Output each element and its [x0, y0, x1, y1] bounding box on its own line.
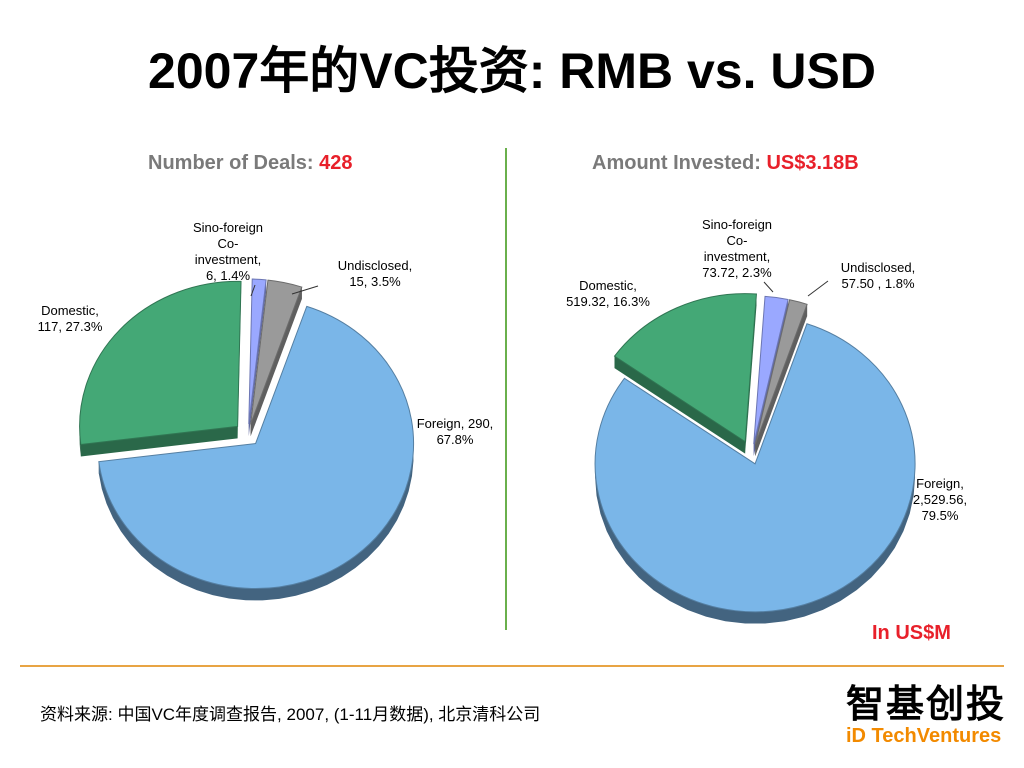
pie-0-leader-line-0 — [250, 284, 256, 297]
pie-1-slice-sino-foreign-co-investment — [753, 295, 789, 445]
pie-1-leader-line-0 — [763, 281, 774, 293]
pie-0-label-sino-foreign-co-investment: Sino-foreign Co-investment, 6, 1.4% — [193, 220, 263, 283]
source-note: 资料来源: 中国VC年度调查报告, 2007, (1-11月数据), 北京清科公… — [40, 705, 541, 724]
logo-english-text: iD TechVentures — [846, 725, 1002, 747]
pie-0-slice-domestic — [79, 280, 242, 446]
pie-0-slice-edge-domestic-0 — [80, 426, 238, 457]
pie-1-slice-undisclosed — [754, 299, 808, 445]
amount-title-prefix: Amount Invested: — [592, 152, 761, 174]
deals-pie-chart: Foreign, 290, 67.8% Domestic, 117, 27.3% Sin… — [38, 220, 494, 601]
amount-pie-chart: Foreign, 2,529.56, 79.5% Domestic, 519.32, 1… — [566, 217, 967, 624]
deals-title-prefix: Number of Deals: — [148, 152, 314, 174]
pie-1-slice-foreign — [594, 323, 916, 613]
pie-1-slice-edge-domestic-0 — [614, 356, 746, 454]
pie-0-leader-line-1 — [291, 285, 319, 295]
pie-0-slice-foreign — [98, 305, 415, 590]
pie-0-label-foreign: Foreign, 290, 67.8% — [417, 416, 494, 447]
pie-0-label-domestic: Domestic, 117, 27.3% — [38, 303, 103, 334]
pie-0-slice-sino-foreign-co-investment — [248, 278, 267, 425]
pie-1-slice-edge-undisclosed-1 — [755, 304, 808, 457]
pie-1-leader-line-1 — [807, 280, 829, 297]
amount-chart-title: Amount Invested: US$3.18B — [592, 152, 859, 175]
pie-1-slice-domestic — [613, 293, 757, 443]
amount-title-value: US$3.18B — [766, 152, 859, 174]
deals-title-value: 428 — [319, 152, 353, 174]
pie-1-label-domestic: Domestic, 519.32, 16.3% — [566, 278, 650, 309]
slide-title: 2007年的VC投资: RMB vs. USD — [148, 43, 876, 99]
pie-0-label-undisclosed: Undisclosed, 15, 3.5% — [338, 258, 412, 289]
footer-divider — [20, 665, 1004, 667]
pie-1-label-sino-foreign-co-investment: Sino-foreign Co-investment, 73.72, 2.3% — [702, 217, 772, 280]
logo-chinese-text: 智基创投 — [846, 684, 1007, 726]
pie-0-slice-edge-undisclosed-1 — [250, 287, 302, 437]
vertical-divider — [505, 148, 507, 630]
pie-1-label-undisclosed: Undisclosed, 57.50 , 1.8% — [841, 260, 915, 291]
units-note: In US$M — [872, 622, 951, 644]
pie-0-slice-undisclosed — [250, 279, 303, 425]
pie-1-label-foreign: Foreign, 2,529.56, 79.5% — [913, 476, 967, 523]
company-logo: 智基创投 iD TechVentures — [846, 686, 1006, 746]
deals-chart-title: Number of Deals: 428 — [148, 152, 353, 175]
